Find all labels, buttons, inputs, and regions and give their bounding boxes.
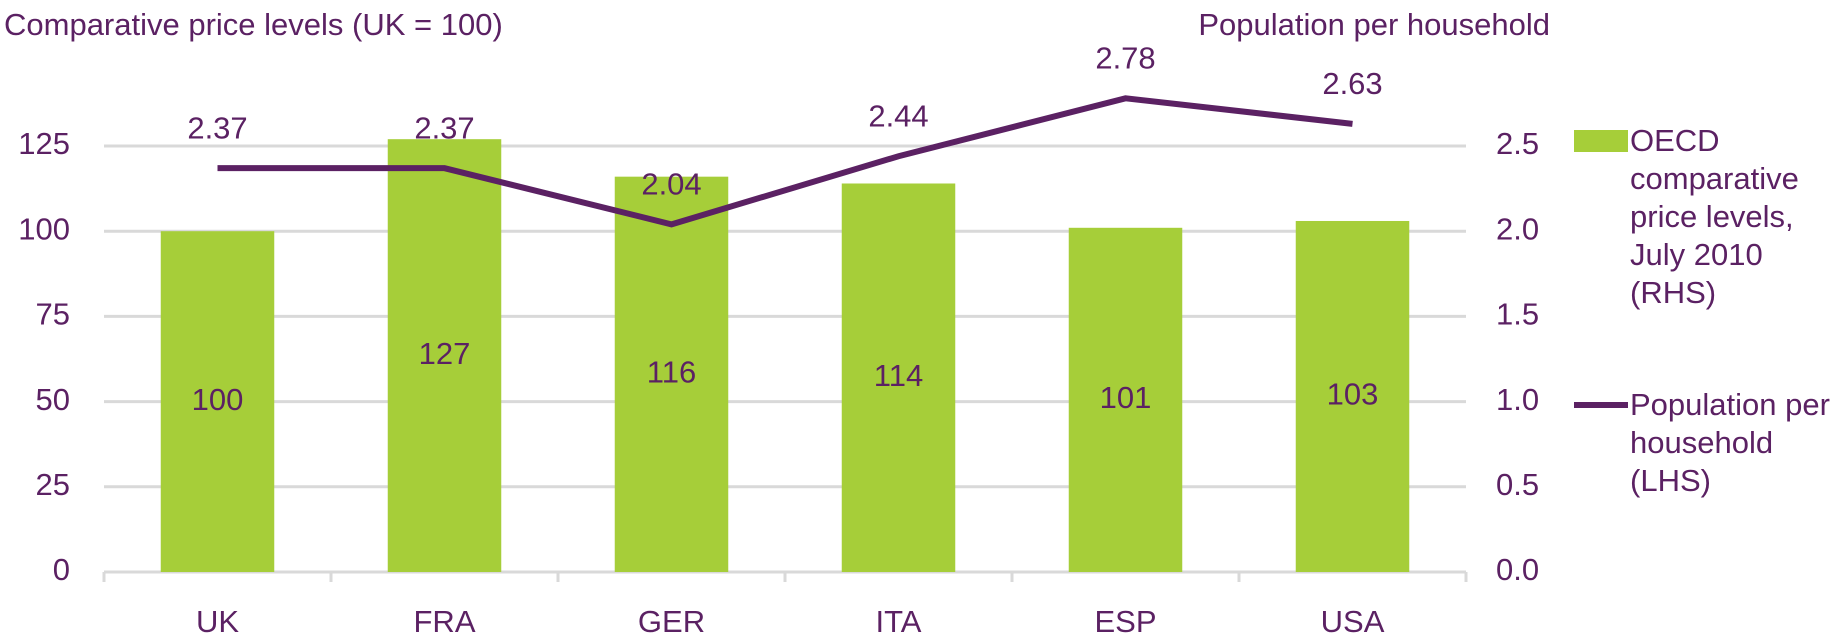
line <box>217 95 1353 228</box>
line-value-label: 2.37 <box>414 110 474 145</box>
x-tick-label: ESP <box>1094 604 1156 639</box>
y2-axis-title: Population per household <box>1198 7 1550 42</box>
y-tick-label: 0 <box>53 552 70 587</box>
y-tick-label: 125 <box>18 126 70 161</box>
bar <box>1068 227 1183 573</box>
x-tick-label: USA <box>1321 604 1385 639</box>
legend-swatch <box>1574 130 1628 152</box>
y2-tick-label: 2.0 <box>1496 211 1539 246</box>
line-value-label: 2.78 <box>1095 40 1155 75</box>
bar <box>1295 220 1410 572</box>
line-value-label: 2.44 <box>868 98 928 133</box>
line-value-label: 2.37 <box>187 110 247 145</box>
bar-value-label: 101 <box>1100 380 1152 415</box>
bar-value-label: 127 <box>419 336 471 371</box>
y2-tick-label: 0.0 <box>1496 552 1539 587</box>
x-tick-label: FRA <box>414 604 476 639</box>
bar-value-label: 100 <box>192 382 244 417</box>
legend-label: OECD comparative price levels, July 2010… <box>1630 123 1799 310</box>
bar <box>841 183 956 572</box>
line-value-label: 2.04 <box>641 167 701 202</box>
legend-label: Population per household (LHS) <box>1630 387 1830 498</box>
bar <box>614 176 729 572</box>
y-tick-label: 25 <box>36 467 70 502</box>
line-value-label: 2.63 <box>1322 66 1382 101</box>
y-tick-label: 50 <box>36 382 70 417</box>
y2-tick-label: 1.0 <box>1496 382 1539 417</box>
y-axis-title: Comparative price levels (UK = 100) <box>4 7 503 42</box>
y-tick-label: 75 <box>36 297 70 332</box>
y-tick-label: 100 <box>18 211 70 246</box>
bar <box>160 231 275 572</box>
x-tick-label: ITA <box>876 604 922 639</box>
y2-tick-label: 0.5 <box>1496 467 1539 502</box>
bar-value-label: 116 <box>647 355 696 390</box>
x-tick-label: GER <box>638 604 705 639</box>
y2-tick-label: 1.5 <box>1496 297 1539 332</box>
bar <box>387 139 502 572</box>
y2-tick-label: 2.5 <box>1496 126 1539 161</box>
bar-value-label: 114 <box>874 358 923 393</box>
x-tick-label: UK <box>196 604 239 639</box>
bar-value-label: 103 <box>1327 377 1379 412</box>
